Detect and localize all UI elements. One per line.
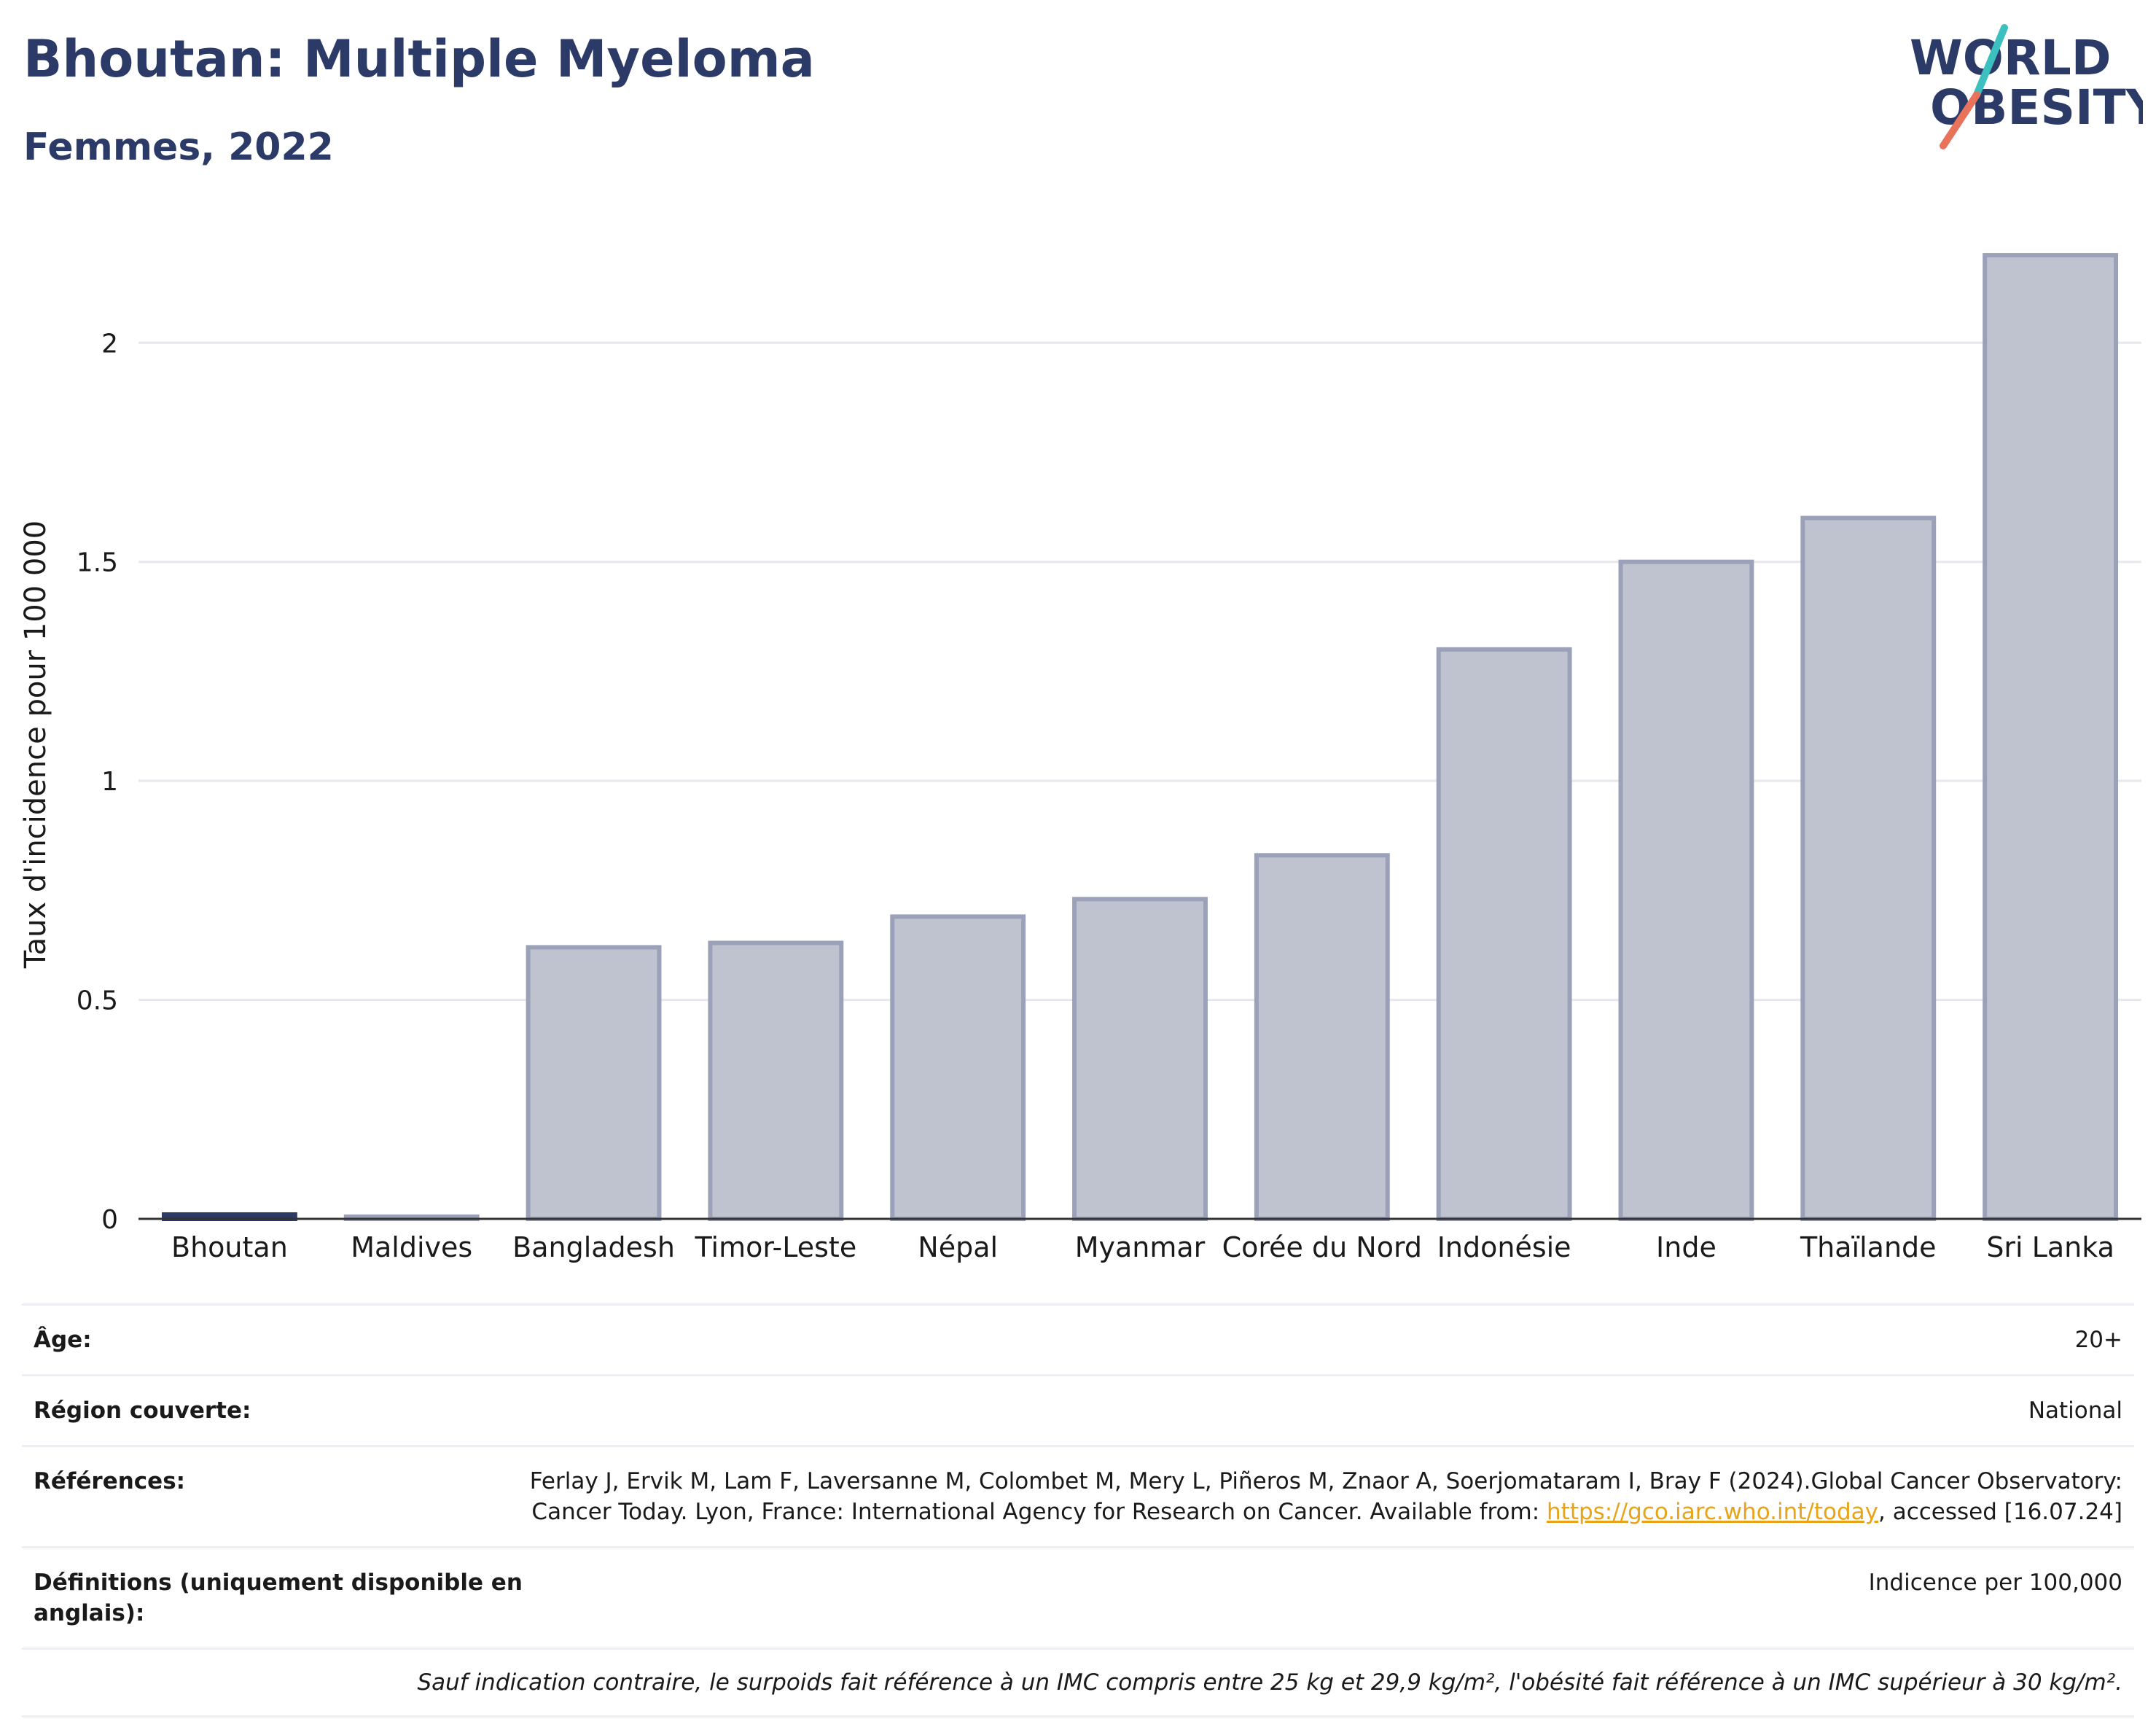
meta-row-region: Région couverte: National xyxy=(22,1374,2134,1445)
meta-row-definitions: Définitions (uniquement disponible en an… xyxy=(22,1546,2134,1648)
bar-inde xyxy=(1618,559,1754,1221)
reference-accessed: , accessed [16.07.24] xyxy=(1878,1499,2122,1525)
x-tick-labels: Bhoutan Maldives Bangladesh Timor-Leste Népa… xyxy=(171,1231,2114,1263)
x-tick-label: Timor-Leste xyxy=(694,1231,856,1263)
meta-value: National xyxy=(2028,1397,2122,1424)
meta-label: Définitions (uniquement disponible en an… xyxy=(34,1570,523,1626)
meta-label: Âge: xyxy=(34,1327,92,1353)
logo-slash-bottom xyxy=(1940,91,1980,149)
meta-label: Références: xyxy=(34,1468,186,1494)
x-tick-label: Corée du Nord xyxy=(1222,1231,1422,1263)
x-tick-label: Maldives xyxy=(351,1231,472,1263)
bar-tha-lande xyxy=(1800,515,1937,1221)
reference-text: Ferlay J, Ervik M, Lam F, Laversanne M, … xyxy=(529,1468,2122,1525)
x-tick-label: Myanmar xyxy=(1075,1231,1206,1263)
y-tick-label: 2 xyxy=(101,329,118,359)
reference-link[interactable]: https://gco.iarc.who.int/today xyxy=(1547,1499,1878,1525)
logo-word-obesity: OBESITY xyxy=(1930,79,2143,136)
logo-word-world: WORLD xyxy=(1910,30,2112,86)
page-subtitle: Femmes, 2022 xyxy=(23,125,334,169)
bar-n-pal xyxy=(890,914,1026,1222)
bar-timor-leste xyxy=(708,940,844,1221)
y-axis-label: Taux d'incidence pour 100 000 xyxy=(19,520,52,969)
x-tick-label: Bangladesh xyxy=(512,1231,675,1263)
bars xyxy=(161,253,2119,1222)
x-tick-label: Inde xyxy=(1656,1231,1716,1263)
meta-value: Ferlay J, Ervik M, Lam F, Laversanne M, … xyxy=(529,1466,2122,1527)
bar-myanmar xyxy=(1072,897,1208,1222)
meta-value: Indicence per 100,000 xyxy=(1868,1570,2122,1596)
y-tick-labels: 0 0.5 1 1.5 2 xyxy=(77,329,118,1235)
y-tick-label: 0.5 xyxy=(77,986,118,1016)
x-tick-label: Népal xyxy=(918,1231,998,1263)
meta-value: 20+ xyxy=(2074,1327,2122,1353)
y-tick-label: 1.5 xyxy=(77,548,118,578)
meta-row-age: Âge: 20+ xyxy=(22,1303,2134,1374)
bar-chart: 0 0.5 1 1.5 2 Bhoutan Maldives Bangladesh Timor… xyxy=(19,253,2141,1263)
footnote: Sauf indication contraire, le surpoids f… xyxy=(22,1648,2134,1718)
x-tick-label: Thaïlande xyxy=(1800,1231,1937,1263)
x-tick-label: Indonésie xyxy=(1437,1231,1571,1263)
bar-cor-e-du-nord xyxy=(1254,853,1390,1221)
bar-indon-sie xyxy=(1436,647,1572,1221)
world-obesity-logo: WORLD OBESITY xyxy=(1910,24,2143,149)
y-tick-label: 0 xyxy=(101,1205,118,1235)
meta-row-references: Références: Ferlay J, Ervik M, Lam F, La… xyxy=(22,1445,2134,1546)
metadata-table: Âge: 20+ Région couverte: National Référ… xyxy=(22,1303,2134,1718)
x-tick-label: Bhoutan xyxy=(171,1231,288,1263)
meta-label: Région couverte: xyxy=(34,1397,251,1424)
x-tick-label: Sri Lanka xyxy=(1986,1231,2114,1263)
logo-slash-top xyxy=(1973,24,2008,98)
y-tick-label: 1 xyxy=(101,767,118,797)
bar-bangladesh xyxy=(526,945,662,1221)
page-title: Bhoutan: Multiple Myeloma xyxy=(23,29,815,89)
bar-sri-lanka xyxy=(1983,253,2119,1222)
